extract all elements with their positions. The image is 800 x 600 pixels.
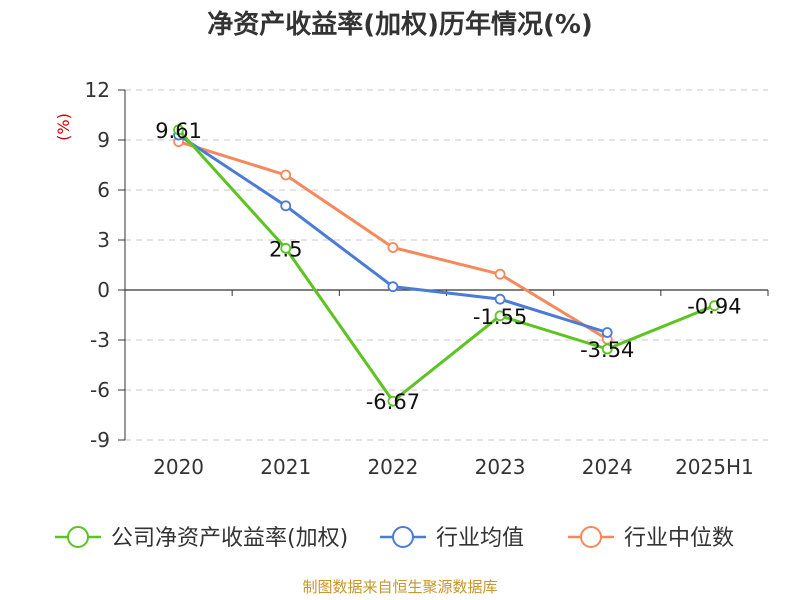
series-lines — [174, 125, 719, 405]
data-label: -1.55 — [473, 305, 527, 329]
y-tick-label: 12 — [85, 78, 110, 102]
legend-label: 公司净资产收益率(加权) — [111, 526, 348, 551]
data-label: -0.94 — [687, 295, 741, 319]
y-tick-label: 0 — [97, 278, 110, 302]
legend-item[interactable]: 公司净资产收益率(加权) — [55, 526, 348, 551]
y-tick-label: 3 — [97, 228, 110, 252]
legend-marker-icon — [393, 527, 413, 547]
legend-marker-icon — [68, 527, 88, 547]
y-tick-label: -3 — [90, 328, 110, 352]
x-tick-label: 2021 — [260, 455, 311, 479]
axes — [118, 90, 768, 440]
y-axis-label: (%) — [54, 113, 73, 141]
legend-label: 行业中位数 — [624, 526, 734, 551]
y-tick-label: 6 — [97, 178, 110, 202]
y-tick-labels: 12 9 6 3 0 -3 -6 -9 — [85, 78, 110, 452]
data-point[interactable] — [388, 243, 397, 252]
data-point[interactable] — [496, 270, 505, 279]
y-tick-label: -9 — [90, 428, 110, 452]
data-point[interactable] — [496, 295, 505, 304]
x-tick-label: 2023 — [475, 455, 526, 479]
data-point[interactable] — [281, 201, 290, 210]
legend-label: 行业均值 — [436, 526, 524, 551]
grid-lines — [125, 90, 768, 440]
chart: 净资产收益率(加权)历年情况(%) (%) 129630-3-6-9 2020 2… — [0, 0, 800, 600]
chart-title: 净资产收益率(加权)历年情况(%) — [207, 9, 593, 40]
data-label: 9.61 — [155, 119, 202, 143]
source-note: 制图数据来自恒生聚源数据库 — [302, 578, 497, 596]
x-tick-label: 2020 — [153, 455, 204, 479]
data-label: 2.5 — [269, 237, 302, 261]
legend-item[interactable]: 行业均值 — [380, 526, 524, 551]
legend-item[interactable]: 行业中位数 — [568, 526, 734, 551]
series-line — [179, 135, 608, 333]
legend-marker-icon — [581, 527, 601, 547]
x-tick-label: 2022 — [367, 455, 418, 479]
legend[interactable]: 公司净资产收益率(加权) 行业均值 行业中位数 — [55, 526, 734, 551]
x-tick-label: 2025H1 — [675, 455, 754, 479]
data-point[interactable] — [388, 282, 397, 291]
data-label: -6.67 — [366, 390, 420, 414]
x-tick-label: 2024 — [582, 455, 633, 479]
y-tick-label: 9 — [97, 128, 110, 152]
data-point[interactable] — [603, 328, 612, 337]
x-tick-labels: 2020 2021 2022 2023 2024 2025H1 — [153, 455, 754, 479]
y-tick-label: -6 — [90, 378, 110, 402]
data-label: -3.54 — [580, 338, 634, 362]
data-point[interactable] — [281, 171, 290, 180]
